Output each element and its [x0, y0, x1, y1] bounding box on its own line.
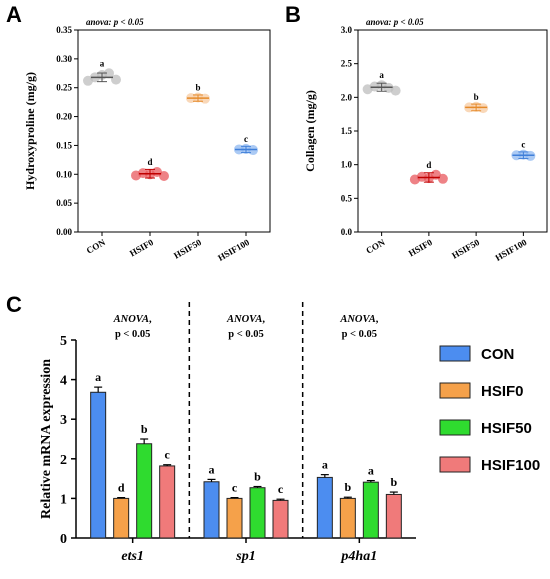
data-point [159, 171, 169, 182]
chart-panel-c: 0 1 2 3 4 5 Relative mRNA expression ets1 ANOVA,… [39, 302, 416, 564]
plot-frame [77, 29, 271, 233]
legend-swatch [439, 382, 471, 399]
significance-label: c [165, 448, 171, 462]
legend-label: HSIF50 [481, 420, 532, 437]
anova-annotation: anova: p < 0.05 [366, 17, 424, 27]
x-tick-label: sp1 [235, 549, 255, 564]
y-axis-label: Hydroxyproline (mg/g) [23, 72, 37, 190]
legend-label: HSIF0 [481, 383, 524, 400]
x-tick-label: HSIF100 [493, 237, 528, 263]
significance-label: a [379, 70, 384, 80]
significance-label: b [141, 422, 148, 436]
anova-label: ANOVA, [113, 314, 152, 325]
significance-label: d [118, 481, 125, 495]
significance-label: c [521, 140, 525, 150]
y-tick-label: 0.30 [56, 54, 72, 64]
panel-b-letter: B [285, 2, 301, 27]
anova-label: ANOVA, [226, 314, 265, 325]
x-tick-label: p4ha1 [340, 549, 377, 564]
bar [339, 497, 356, 539]
significance-label: c [244, 134, 248, 144]
bar [385, 493, 402, 539]
y-tick-label: 1 [60, 492, 67, 507]
y-tick-label: 5 [60, 334, 67, 349]
y-tick-label: 0 [60, 532, 67, 547]
plot-frame [357, 29, 548, 233]
significance-label: b [195, 83, 200, 93]
y-axis-label: Collagen (mg/g) [303, 90, 317, 172]
significance-label: d [426, 160, 431, 170]
bar [226, 497, 243, 539]
bar [90, 391, 107, 539]
legend-swatch [439, 419, 471, 436]
x-tick-label: HSIF50 [450, 237, 481, 261]
anova-annotation: anova: p < 0.05 [86, 17, 144, 27]
y-tick-label: 4 [60, 374, 67, 389]
bar [203, 481, 220, 539]
significance-label: c [278, 482, 284, 496]
legend-swatch [439, 456, 471, 473]
significance-label: b [344, 480, 351, 494]
bar [249, 487, 266, 539]
x-tick-label: ets1 [121, 549, 144, 564]
chart-panel-b: anova: p < 0.05 0.0 0.5 1.0 1.5 2.0 2.5 3.0 Coll… [303, 17, 548, 263]
bar [362, 481, 379, 539]
legend-label: CON [481, 346, 514, 363]
y-tick-label: 2 [60, 453, 67, 468]
chart-legend: CON HSIF0 HSIF50 HSIF100 [439, 345, 540, 474]
x-tick-label: CON [85, 237, 108, 256]
y-tick-label: 0.5 [341, 193, 353, 203]
anova-label: ANOVA, [339, 314, 378, 325]
x-tick-label: HSIF0 [128, 237, 156, 259]
y-axis-label: Relative mRNA expression [39, 359, 54, 519]
data-point [111, 74, 121, 85]
x-tick-label: HSIF100 [216, 237, 251, 263]
panel-a-letter: A [6, 2, 22, 27]
significance-label: a [209, 462, 215, 476]
y-tick-label: 0.15 [56, 140, 72, 150]
x-tick-label: HSIF0 [407, 237, 435, 259]
bar [272, 499, 289, 539]
significance-label: c [232, 481, 238, 495]
y-tick-label: 2.5 [341, 59, 353, 69]
y-tick-label: 0.00 [56, 227, 72, 237]
significance-label: b [474, 92, 479, 102]
significance-label: b [254, 470, 261, 484]
chart-panel-a: anova: p < 0.05 0.00 0.05 0.10 0.15 0.20 0.25 0… [23, 17, 271, 263]
bar [316, 476, 333, 539]
significance-label: a [95, 370, 101, 384]
bar [136, 443, 153, 539]
y-tick-label: 1.0 [341, 160, 353, 170]
significance-label: a [100, 58, 105, 68]
anova-p-value: p < 0.05 [342, 329, 377, 340]
y-tick-label: 2.0 [341, 92, 353, 102]
y-tick-label: 0.20 [56, 112, 72, 122]
y-tick-label: 0.05 [56, 198, 72, 208]
data-point [390, 85, 401, 96]
bar [159, 465, 176, 539]
significance-label: b [390, 475, 397, 489]
y-tick-label: 3 [60, 413, 67, 428]
data-point [104, 68, 114, 79]
anova-p-value: p < 0.05 [115, 329, 150, 340]
anova-p-value: p < 0.05 [228, 329, 263, 340]
y-tick-label: 1.5 [341, 126, 353, 136]
y-tick-label: 0.25 [56, 83, 72, 93]
legend-label: HSIF100 [481, 457, 540, 474]
panel-c-letter: C [6, 292, 22, 317]
y-tick-label: 0.35 [56, 25, 72, 35]
y-tick-label: 0.0 [341, 227, 353, 237]
bar [113, 497, 130, 539]
x-tick-label: HSIF50 [172, 237, 203, 261]
y-tick-label: 3.0 [341, 25, 353, 35]
significance-label: a [322, 458, 328, 472]
significance-label: d [147, 157, 152, 167]
y-tick-label: 0.10 [56, 169, 72, 179]
legend-swatch [439, 345, 471, 362]
significance-label: a [368, 464, 374, 478]
x-tick-label: CON [364, 237, 387, 256]
data-point [437, 173, 448, 184]
